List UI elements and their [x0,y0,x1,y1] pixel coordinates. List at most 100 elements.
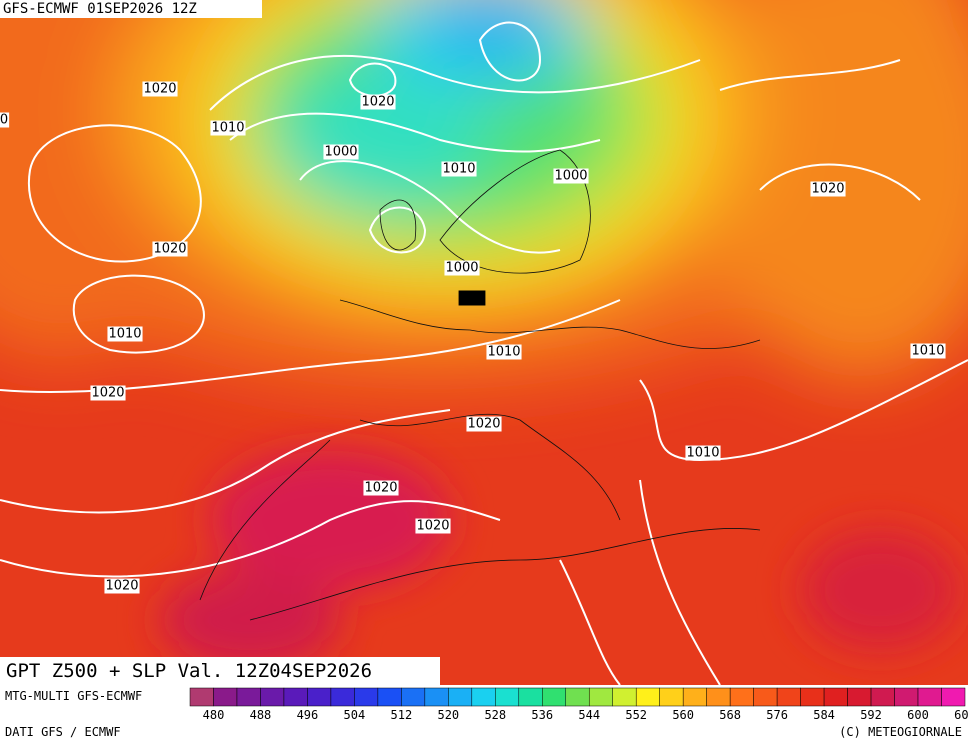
colorbar-swatch [776,687,801,707]
colorbar-swatch [612,687,637,707]
label-background [90,385,126,401]
label-background [458,290,486,306]
label-background [910,343,946,359]
colorbar-swatch [236,687,261,707]
run-header: GFS-ECMWF 01SEP2026 12Z [3,1,197,17]
colorbar-label: 496 [297,708,319,722]
colorbar-swatch [753,687,778,707]
colorbar-swatch [542,687,567,707]
colorbar-swatch [870,687,895,707]
copyright: (C) METEOGIORNALE [839,725,962,739]
contour-label: 0 [0,113,8,128]
colorbar-swatch [565,687,590,707]
contour-label: 1010 [211,121,244,136]
colorbar-swatch [706,687,731,707]
contour-label: 1020 [91,386,124,401]
colorbar: 480 488 496 504 512 520 528 536 544 552 560 568 576 5… [189,687,968,722]
colorbar-label: 560 [672,708,694,722]
colorbar-swatch [330,687,355,707]
colorbar-label: 552 [625,708,647,722]
colorbar-label: 600 [907,708,929,722]
contour-label: 1020 [467,417,500,432]
label-background [444,260,480,276]
label-background [685,445,721,461]
label-background [415,518,451,534]
contour-label: 1020 [416,519,449,534]
contour-label: 552 [460,291,485,306]
label-background [152,241,188,257]
colorbar-label: 544 [578,708,600,722]
colorbar-swatch [847,687,872,707]
contour-label: 1010 [686,446,719,461]
label-background [360,94,396,110]
colorbar-label: 608 [954,708,968,722]
colorbar-swatch [659,687,684,707]
colorbar-swatch [917,687,942,707]
label-background [810,181,846,197]
label-background [441,161,477,177]
contour-label: 1020 [364,481,397,496]
contour-label: 1020 [811,182,844,197]
contour-label: 1010 [108,327,141,342]
field [0,0,968,685]
colorbar-swatch [518,687,543,707]
colorbar-swatch [800,687,825,707]
contour-labels: 1020 1010 1020 1000 1010 1000 1020 1020 … [0,81,946,594]
colorbar-swatch [260,687,285,707]
colorbar-swatch [635,687,660,707]
label-background [142,81,178,97]
contour-label: 1010 [911,344,944,359]
colorbar-label: 592 [860,708,882,722]
colorbar-label: 536 [531,708,553,722]
colorbar-swatch [588,687,613,707]
colorbar-label: 584 [813,708,835,722]
colorbar-swatch [213,687,238,707]
colorbar-label: 520 [437,708,459,722]
colorbar-swatch [189,687,214,707]
colorbar-swatch [283,687,308,707]
colorbar-swatch [682,687,707,707]
colorbar-label: 576 [766,708,788,722]
colorbar-swatch [354,687,379,707]
contour-label: 1010 [487,345,520,360]
colorbar-swatch [471,687,496,707]
colorbar-swatch [495,687,520,707]
colorbar-swatch [823,687,848,707]
colorbar-label: 488 [250,708,272,722]
contour-label: 1020 [105,579,138,594]
colorbar-swatch [307,687,332,707]
contour-label: 1020 [143,82,176,97]
label-background [363,480,399,496]
colorbar-label: 504 [344,708,366,722]
colorbar-swatch [729,687,754,707]
colorbar-label: 480 [203,708,225,722]
label-background [107,326,143,342]
label-background [104,578,140,594]
label-background [0,112,10,128]
colorbar-swatch [401,687,426,707]
contour-label: 1020 [153,242,186,257]
colorbar-swatch [941,687,966,707]
contour-label: 1000 [554,169,587,184]
colorbar-label: 568 [719,708,741,722]
colorbar-label: 512 [391,708,413,722]
contour-label: 1020 [361,95,394,110]
colorbar-swatch [424,687,449,707]
label-background [553,168,589,184]
colorbar-label: 528 [484,708,506,722]
colorbar-swatch [894,687,919,707]
colorbar-swatch [448,687,473,707]
label-background [210,120,246,136]
source-label: DATI GFS / ECMWF [5,725,121,739]
map-title: GPT Z500 + SLP Val. 12Z04SEP2026 [6,660,372,682]
model-label: MTG-MULTI GFS-ECMWF [5,689,142,703]
label-background [466,416,502,432]
contour-label: 1000 [445,261,478,276]
contour-label: 1000 [324,145,357,160]
label-background [323,144,359,160]
colorbar-swatch [377,687,402,707]
label-background [486,344,522,360]
contour-label: 1010 [442,162,475,177]
